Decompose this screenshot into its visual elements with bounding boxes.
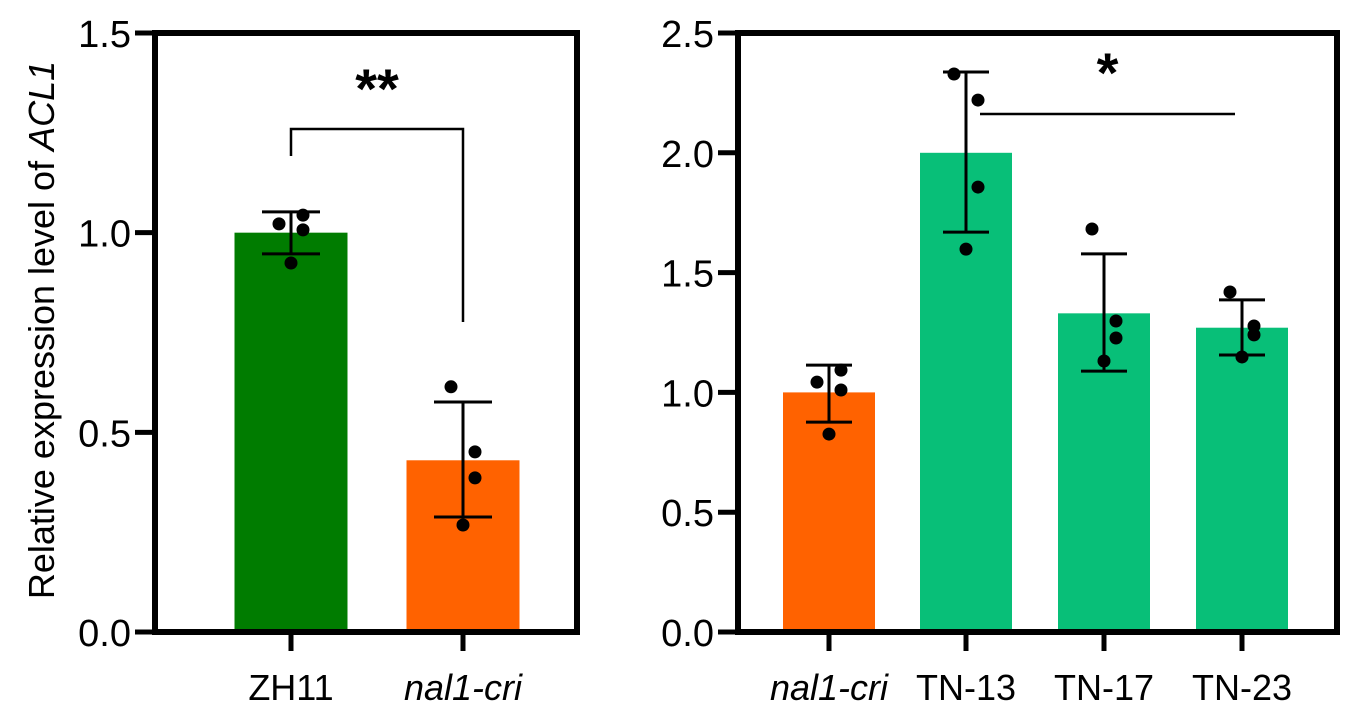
- right-panel: nal1-cri TN-13 TN-17 TN-23 0.0 0.5 1.0 1.5 2.0 2.…: [661, 14, 1340, 708]
- y-tick-label: 0.0: [661, 613, 714, 655]
- data-point: [468, 445, 482, 459]
- significance-label: **: [355, 57, 399, 120]
- x-tick-label: nal1-cri: [404, 667, 523, 708]
- y-axis-label: Relative expression level of ACL1: [21, 61, 62, 599]
- bar-TN-23: [1196, 327, 1288, 632]
- data-point: [822, 427, 836, 441]
- data-point: [444, 380, 458, 394]
- y-tick-label: 0.5: [661, 493, 714, 535]
- data-point: [971, 93, 985, 107]
- data-point: [1247, 328, 1261, 342]
- data-point: [947, 67, 961, 81]
- y-tick-label: 1.0: [661, 373, 714, 415]
- x-tick-label: ZH11: [248, 667, 333, 708]
- data-point: [834, 363, 848, 377]
- significance-bracket: [289, 127, 465, 322]
- data-point: [272, 217, 286, 231]
- data-point: [1235, 350, 1249, 364]
- y-tick-label: 0.0: [78, 613, 131, 655]
- y-tick-label: 2.5: [661, 14, 714, 56]
- data-point: [1085, 222, 1099, 236]
- data-point: [456, 518, 470, 532]
- data-point: [810, 375, 824, 389]
- y-tick-label: 0.5: [78, 413, 131, 455]
- y-tick-label: 2.0: [661, 134, 714, 176]
- data-point: [284, 256, 298, 270]
- data-point: [971, 180, 985, 194]
- plot-frame: [735, 30, 1340, 635]
- x-tick-label: TN-13: [916, 667, 1016, 708]
- y-tick-label: 1.5: [78, 14, 131, 56]
- data-point: [959, 242, 973, 256]
- y-tick-label: 1.0: [78, 214, 131, 256]
- data-point: [468, 471, 482, 485]
- data-point: [1109, 314, 1123, 328]
- bar-ZH11: [234, 232, 348, 632]
- data-point: [834, 383, 848, 397]
- significance-label: *: [1097, 41, 1119, 104]
- x-tick-label: TN-23: [1192, 667, 1292, 708]
- data-point: [1223, 285, 1237, 299]
- data-point: [1109, 331, 1123, 345]
- plot-frame: [152, 30, 580, 635]
- left-panel: Relative expression level of ACL1 ZH11 na…: [21, 14, 580, 708]
- data-point: [296, 223, 310, 237]
- x-tick-label: TN-17: [1054, 667, 1154, 708]
- data-point: [1097, 354, 1111, 368]
- y-tick-label: 1.5: [661, 254, 714, 296]
- data-point: [296, 208, 310, 222]
- x-tick-label: nal1-cri: [770, 667, 889, 708]
